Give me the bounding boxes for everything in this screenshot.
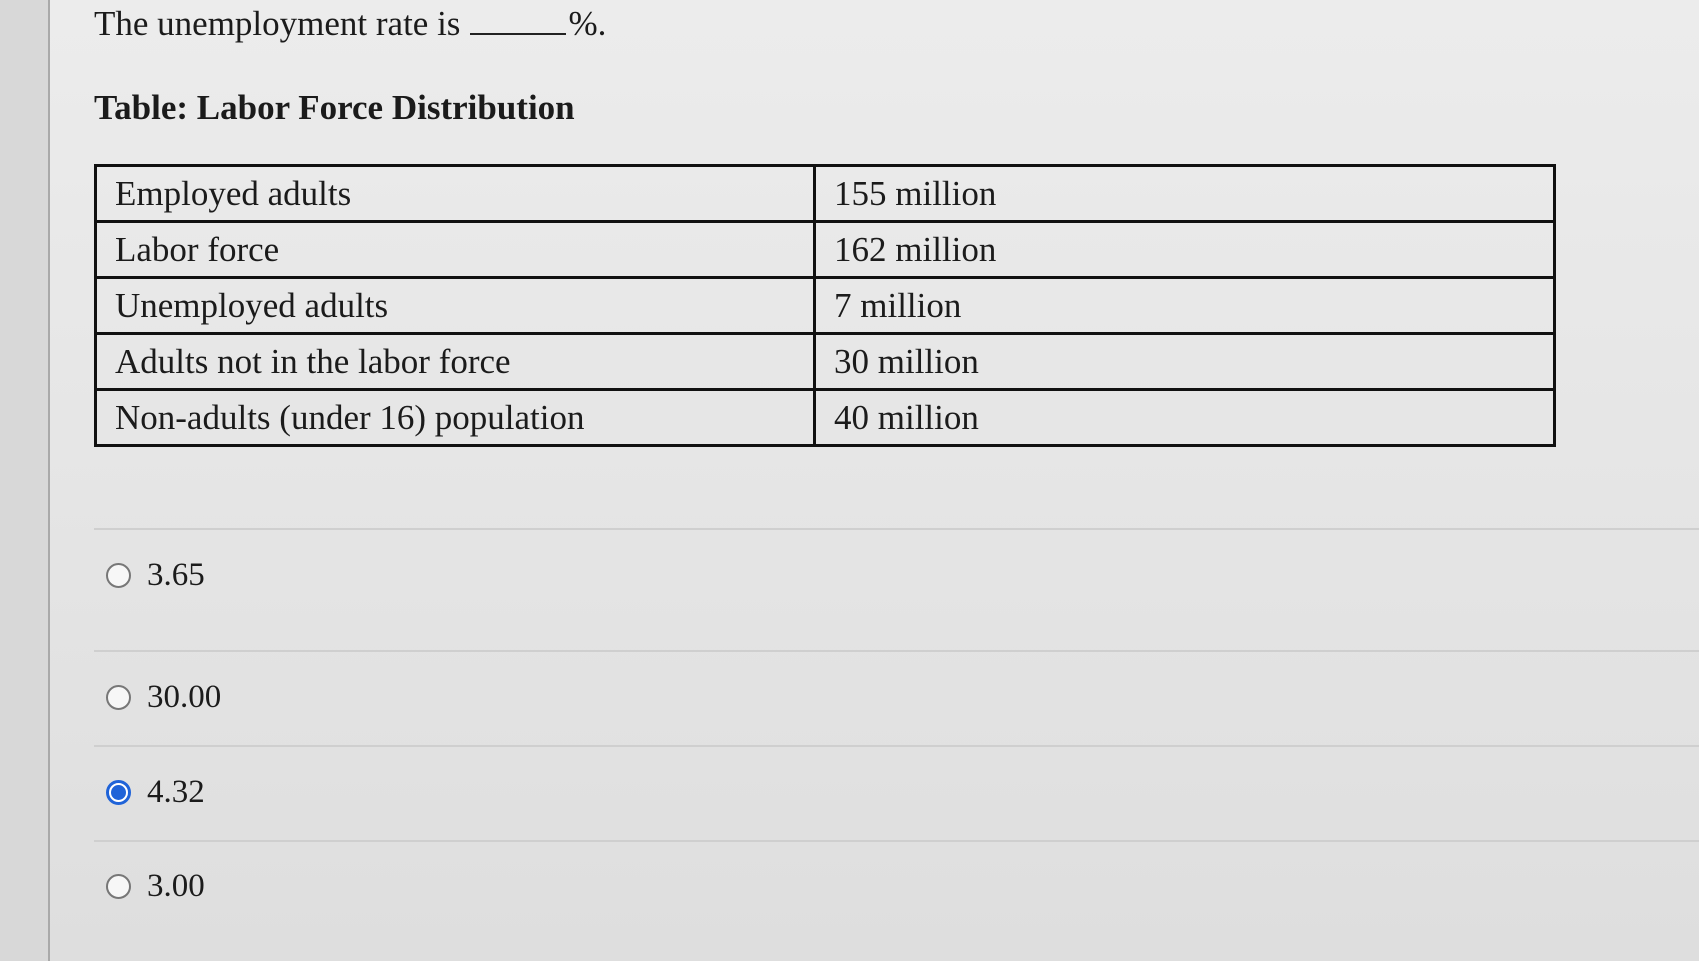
row-label: Labor force	[94, 220, 816, 279]
radio-icon[interactable]	[106, 562, 131, 588]
row-label: Adults not in the labor force	[94, 332, 816, 391]
row-value: 7 million	[813, 276, 1556, 335]
row-label: Non-adults (under 16) population	[94, 388, 816, 447]
row-label: Employed adults	[94, 164, 816, 223]
answer-option-label: 3.65	[147, 557, 205, 593]
table-row: Employed adults 155 million	[94, 164, 1556, 223]
table-row: Adults not in the labor force 30 million	[94, 332, 1556, 391]
option-divider	[94, 745, 1699, 747]
answer-option-label: 4.32	[147, 774, 205, 810]
question-text: The unemployment rate is%.	[94, 2, 606, 46]
question-content: The unemployment rate is%. Table: Labor …	[48, 0, 1699, 961]
radio-icon[interactable]	[106, 873, 131, 899]
answer-option-3[interactable]: 4.32	[106, 772, 205, 812]
row-label: Unemployed adults	[94, 276, 816, 335]
row-value: 155 million	[813, 164, 1556, 223]
option-divider	[94, 840, 1699, 842]
option-divider	[94, 650, 1699, 652]
answer-option-2[interactable]: 30.00	[106, 677, 221, 717]
question-prefix: The unemployment rate is	[94, 4, 461, 43]
question-suffix: %.	[568, 4, 607, 43]
table-row: Non-adults (under 16) population 40 mill…	[94, 388, 1556, 447]
table-row: Unemployed adults 7 million	[94, 276, 1556, 335]
answer-option-4[interactable]: 3.00	[106, 866, 205, 906]
radio-icon[interactable]	[106, 684, 131, 710]
answer-blank	[470, 3, 567, 35]
answer-option-1[interactable]: 3.65	[106, 555, 205, 595]
answer-option-label: 30.00	[147, 679, 222, 715]
row-value: 40 million	[813, 388, 1556, 447]
table-row: Labor force 162 million	[94, 220, 1556, 279]
left-edge-panel	[0, 0, 50, 961]
option-divider	[94, 528, 1699, 530]
answer-option-label: 3.00	[147, 868, 205, 904]
radio-selected-icon[interactable]	[106, 779, 131, 805]
row-value: 30 million	[813, 332, 1556, 391]
table-title: Table: Labor Force Distribution	[94, 88, 575, 127]
labor-force-table: Employed adults 155 million Labor force …	[94, 164, 1556, 447]
row-value: 162 million	[813, 220, 1556, 279]
